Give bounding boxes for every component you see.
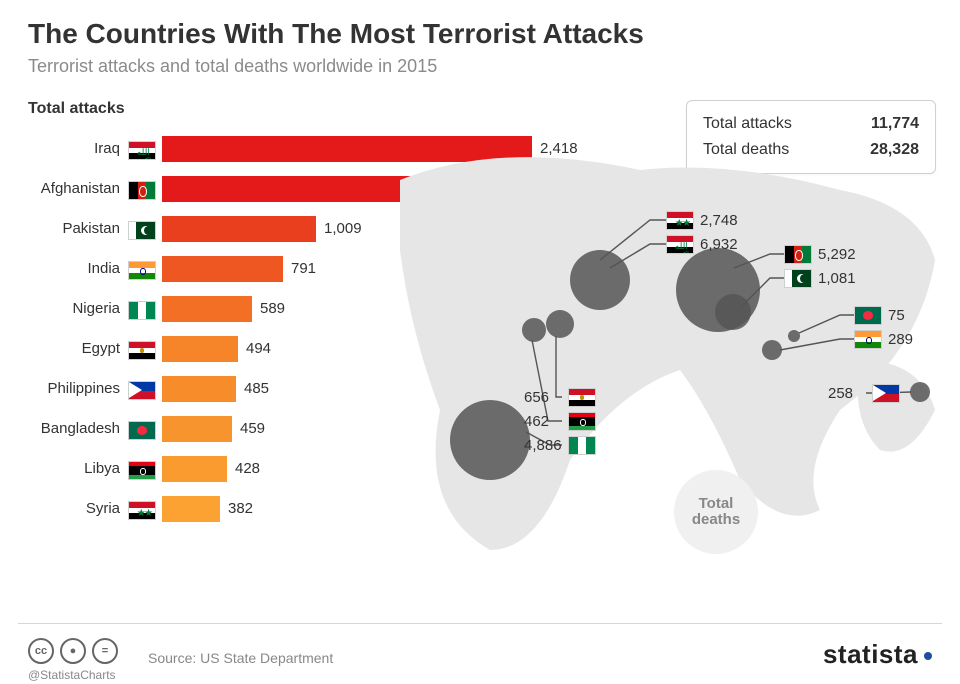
flag-icon [128,221,156,240]
bar-rect [162,456,227,482]
flag-icon [128,181,156,200]
flag-icon [872,384,900,403]
bar-rect [162,496,220,522]
flag-icon: ★★ [128,501,156,520]
chart-title: Total attacks [28,100,125,118]
flag-icon [854,306,882,325]
flag-icon: ★★ [666,211,694,230]
flag-icon [128,421,156,440]
flag-icon [568,412,596,431]
death-value: 656 [524,389,549,406]
bar-value: 382 [228,500,253,517]
totals-attacks: Total attacks 11,774 [703,111,919,137]
cc-by-icon: ● [60,638,86,664]
death-bubble [522,318,546,342]
death-bubble [570,250,630,310]
bar-country-label: Egypt [28,340,120,357]
footer-handle: @StatistaCharts [28,668,116,682]
death-value: 258 [828,385,853,402]
flag-icon: الله اكبر [128,141,156,160]
bar-value: 494 [246,340,271,357]
page-title: The Countries With The Most Terrorist At… [28,18,644,50]
bar-country-label: Libya [28,460,120,477]
flag-icon [784,245,812,264]
bar-value: 589 [260,300,285,317]
bar-value: 428 [235,460,260,477]
bar-rect [162,376,236,402]
footer: cc ● = @StatistaCharts Source: US State … [18,623,942,672]
death-value: 462 [524,413,549,430]
footer-source: Source: US State Department [148,650,333,666]
death-value: 75 [888,307,905,324]
death-bubble [546,310,574,338]
bar-rect [162,336,238,362]
death-bubble [788,330,800,342]
bar-country-label: Pakistan [28,220,120,237]
cc-icon: cc [28,638,54,664]
cc-icons: cc ● = [28,638,118,664]
flag-icon [128,301,156,320]
bar-country-label: India [28,260,120,277]
death-value: 2,748 [700,212,738,229]
death-bubble [910,382,930,402]
death-bubble [450,400,530,480]
map-svg [380,150,940,580]
cc-nd-icon: = [92,638,118,664]
brand-logo: statista [823,639,932,670]
bar-value: 1,009 [324,220,362,237]
death-bubble [762,340,782,360]
bar-rect [162,416,232,442]
bar-country-label: Iraq [28,140,120,157]
flag-icon [784,269,812,288]
bar-country-label: Bangladesh [28,420,120,437]
death-value: 289 [888,331,913,348]
bar-rect [162,256,283,282]
death-value: 1,081 [818,270,856,287]
flag-icon [568,436,596,455]
death-bubble [715,294,751,330]
death-value: 6,932 [700,236,738,253]
total-deaths-badge: Totaldeaths [674,470,758,554]
bar-value: 791 [291,260,316,277]
flag-icon [128,381,156,400]
flag-icon [128,341,156,360]
bar-value: 485 [244,380,269,397]
bar-rect [162,216,316,242]
bar-value: 459 [240,420,265,437]
totals-attacks-value: 11,774 [871,115,919,133]
brand-dot-icon [924,652,932,660]
flag-icon: الله اكبر [666,235,694,254]
bar-rect [162,296,252,322]
bar-country-label: Philippines [28,380,120,397]
bar-country-label: Afghanistan [28,180,120,197]
death-value: 4,886 [524,437,562,454]
flag-icon [568,388,596,407]
bar-country-label: Nigeria [28,300,120,317]
totals-attacks-label: Total attacks [703,115,792,133]
bar-country-label: Syria [28,500,120,517]
deaths-map: ★★ 2,748 الله اكبر 6,932 5,292 1,081 75 289 258 6… [380,150,940,580]
death-value: 5,292 [818,246,856,263]
flag-icon [128,461,156,480]
flag-icon [128,261,156,280]
page-subtitle: Terrorist attacks and total deaths world… [28,56,437,77]
flag-icon [854,330,882,349]
